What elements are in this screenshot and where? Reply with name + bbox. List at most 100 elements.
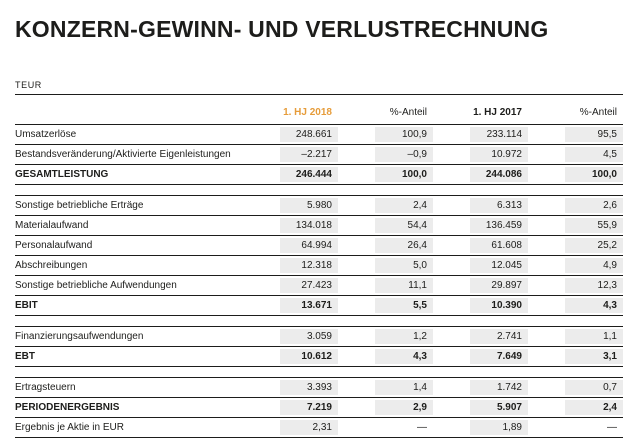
value-box: 64.994 xyxy=(280,238,338,253)
row-label: Materialaufwand xyxy=(15,215,243,236)
table-row: Ertragsteuern 3.393 1,4 1.742 0,7 xyxy=(15,377,623,398)
value-cell: –2.217 xyxy=(243,144,338,165)
spacer-row xyxy=(15,184,623,196)
row-label: Abschreibungen xyxy=(15,255,243,276)
value-cell: — xyxy=(338,417,433,438)
value-cell: 5,0 xyxy=(338,255,433,276)
table-row: Sonstige betriebliche Erträge 5.980 2,4 6.3… xyxy=(15,195,623,216)
value-cell: 134.018 xyxy=(243,215,338,236)
spacer-cell xyxy=(15,315,623,327)
value-cell: — xyxy=(528,417,623,438)
value-cell: 10.972 xyxy=(433,144,528,165)
table-header-row: 1. HJ 2018 %-Anteil 1. HJ 2017 %-Anteil xyxy=(15,94,623,125)
value-cell: 2.741 xyxy=(433,326,528,347)
value-box: — xyxy=(417,422,427,433)
value-box: 2,6 xyxy=(565,198,623,213)
row-label: Ertragsteuern xyxy=(15,377,243,398)
value-cell: 100,0 xyxy=(528,164,623,185)
value-box: 5.907 xyxy=(470,400,528,415)
row-label: EBT xyxy=(15,346,243,367)
row-label: Finanzierungsaufwendungen xyxy=(15,326,243,347)
value-cell: 3.059 xyxy=(243,326,338,347)
row-label: GESAMTLEISTUNG xyxy=(15,164,243,185)
table-row: GESAMTLEISTUNG 246.444 100,0 244.086 100,0 xyxy=(15,164,623,185)
value-cell: 1,89 xyxy=(433,417,528,438)
value-cell: 5.907 xyxy=(433,397,528,418)
value-cell: 54,4 xyxy=(338,215,433,236)
value-box: 4,3 xyxy=(375,349,433,364)
value-box: 12.318 xyxy=(280,258,338,273)
value-cell: 1,4 xyxy=(338,377,433,398)
value-cell: 4,9 xyxy=(528,255,623,276)
income-statement-table: 1. HJ 2018 %-Anteil 1. HJ 2017 %-Anteil … xyxy=(15,94,623,438)
value-cell: 7.219 xyxy=(243,397,338,418)
value-box: 29.897 xyxy=(470,278,528,293)
value-cell: 13.671 xyxy=(243,295,338,316)
value-box: –0,9 xyxy=(375,147,433,162)
value-box: 2.741 xyxy=(470,329,528,344)
table-body: Umsatzerlöse 248.661 100,9 233.114 95,5 Besta… xyxy=(15,124,623,438)
table-row: Personalaufwand 64.994 26,4 61.608 25,2 xyxy=(15,235,623,256)
value-box: 4,3 xyxy=(565,298,623,313)
table-row: Abschreibungen 12.318 5,0 12.045 4,9 xyxy=(15,255,623,276)
table-row: EBT 10.612 4,3 7.649 3,1 xyxy=(15,346,623,367)
value-box: 248.661 xyxy=(280,127,338,142)
value-box: 246.444 xyxy=(280,167,338,182)
value-box: 12,3 xyxy=(565,278,623,293)
value-cell: 27.423 xyxy=(243,275,338,296)
value-cell: 2,6 xyxy=(528,195,623,216)
value-box: 5,0 xyxy=(375,258,433,273)
column-header-hj2018: 1. HJ 2018 xyxy=(243,94,338,125)
row-label: Personalaufwand xyxy=(15,235,243,256)
unit-label: TEUR xyxy=(15,80,42,90)
value-box: 100,0 xyxy=(565,167,623,182)
value-box: 2,4 xyxy=(565,400,623,415)
value-box: 10.390 xyxy=(470,298,528,313)
value-cell: 3,1 xyxy=(528,346,623,367)
value-box: 2,4 xyxy=(375,198,433,213)
value-cell: 100,0 xyxy=(338,164,433,185)
value-box: 100,9 xyxy=(375,127,433,142)
value-box: 61.608 xyxy=(470,238,528,253)
value-box: 26,4 xyxy=(375,238,433,253)
value-cell: 29.897 xyxy=(433,275,528,296)
value-box: 11,1 xyxy=(375,278,433,293)
value-cell: –0,9 xyxy=(338,144,433,165)
table-row: Sonstige betriebliche Aufwendungen 27.423… xyxy=(15,275,623,296)
value-cell: 1,1 xyxy=(528,326,623,347)
column-header-empty xyxy=(15,94,243,125)
value-cell: 6.313 xyxy=(433,195,528,216)
value-box: 55,9 xyxy=(565,218,623,233)
row-label: EBIT xyxy=(15,295,243,316)
value-box: 5,5 xyxy=(375,298,433,313)
table-row: Finanzierungsaufwendungen 3.059 1,2 2.741 1,… xyxy=(15,326,623,347)
table-row: Materialaufwand 134.018 54,4 136.459 55,9 xyxy=(15,215,623,236)
value-box: 134.018 xyxy=(280,218,338,233)
value-box: 54,4 xyxy=(375,218,433,233)
value-box: 6.313 xyxy=(470,198,528,213)
value-cell: 95,5 xyxy=(528,124,623,145)
spacer-row xyxy=(15,315,623,327)
table-row: EBIT 13.671 5,5 10.390 4,3 xyxy=(15,295,623,316)
value-cell: 10.390 xyxy=(433,295,528,316)
value-box: 27.423 xyxy=(280,278,338,293)
value-box: 7.219 xyxy=(280,400,338,415)
value-box: 3.393 xyxy=(280,380,338,395)
value-cell: 12.318 xyxy=(243,255,338,276)
value-cell: 12.045 xyxy=(433,255,528,276)
value-box: 0,7 xyxy=(565,380,623,395)
value-cell: 0,7 xyxy=(528,377,623,398)
value-cell: 4,5 xyxy=(528,144,623,165)
value-box: 1,1 xyxy=(565,329,623,344)
table-row: PERIODENERGEBNIS 7.219 2,9 5.907 2,4 xyxy=(15,397,623,418)
value-cell: 1,2 xyxy=(338,326,433,347)
row-label: Umsatzerlöse xyxy=(15,124,243,145)
value-cell: 1.742 xyxy=(433,377,528,398)
row-label: Bestandsveränderung/Aktivierte Eigenleis… xyxy=(15,144,243,165)
value-cell: 3.393 xyxy=(243,377,338,398)
value-box: 2,9 xyxy=(375,400,433,415)
value-box: 2,31 xyxy=(280,420,338,435)
value-box: 4,5 xyxy=(565,147,623,162)
value-box: 3,1 xyxy=(565,349,623,364)
spacer-row xyxy=(15,366,623,378)
